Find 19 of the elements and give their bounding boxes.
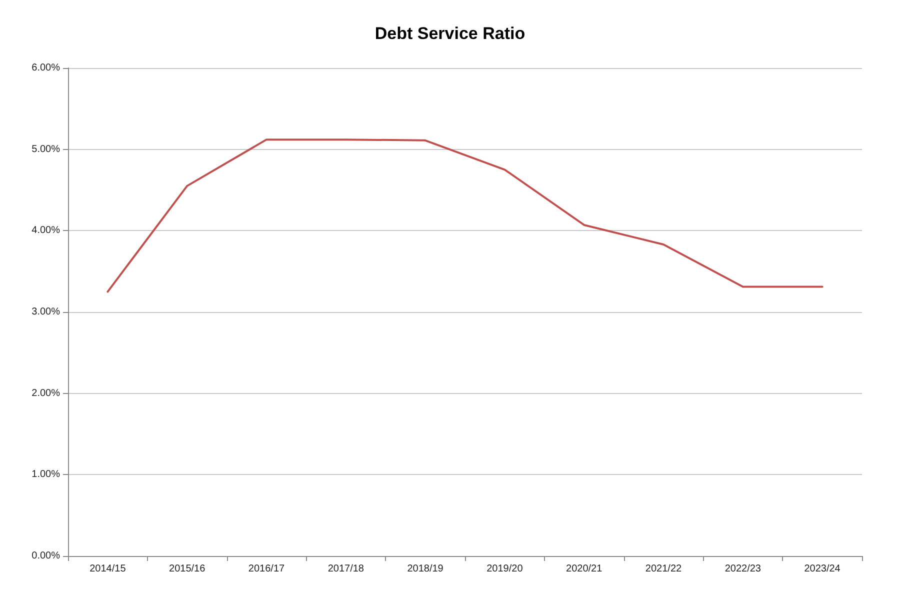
x-tick-label: 2016/17 [248,564,286,574]
x-tick-label: 2019/20 [486,564,524,574]
x-tick-label: 2018/19 [407,564,444,574]
y-tick-label: 4.00% [32,225,60,236]
y-tick-label: 2.00% [32,388,60,399]
y-tick-label: 3.00% [32,306,60,318]
x-tick-label: 2023/24 [804,564,841,574]
y-tick-label: 5.00% [32,144,60,155]
chart-title: Debt Service Ratio [374,24,526,43]
x-tick-label: 2017/18 [328,564,364,574]
y-tick-label: 0.00% [32,550,60,562]
x-tick-label: 2015/16 [169,564,206,574]
x-tick-label: 2020/21 [566,564,603,574]
x-tick-label: 2022/23 [724,564,762,574]
y-tick-label: 1.00% [32,469,60,480]
x-tick-label: 2021/22 [645,564,682,574]
x-tick-label: 2014/15 [90,564,126,574]
y-tick-label: 6.00% [32,62,60,74]
line-series [106,138,824,293]
